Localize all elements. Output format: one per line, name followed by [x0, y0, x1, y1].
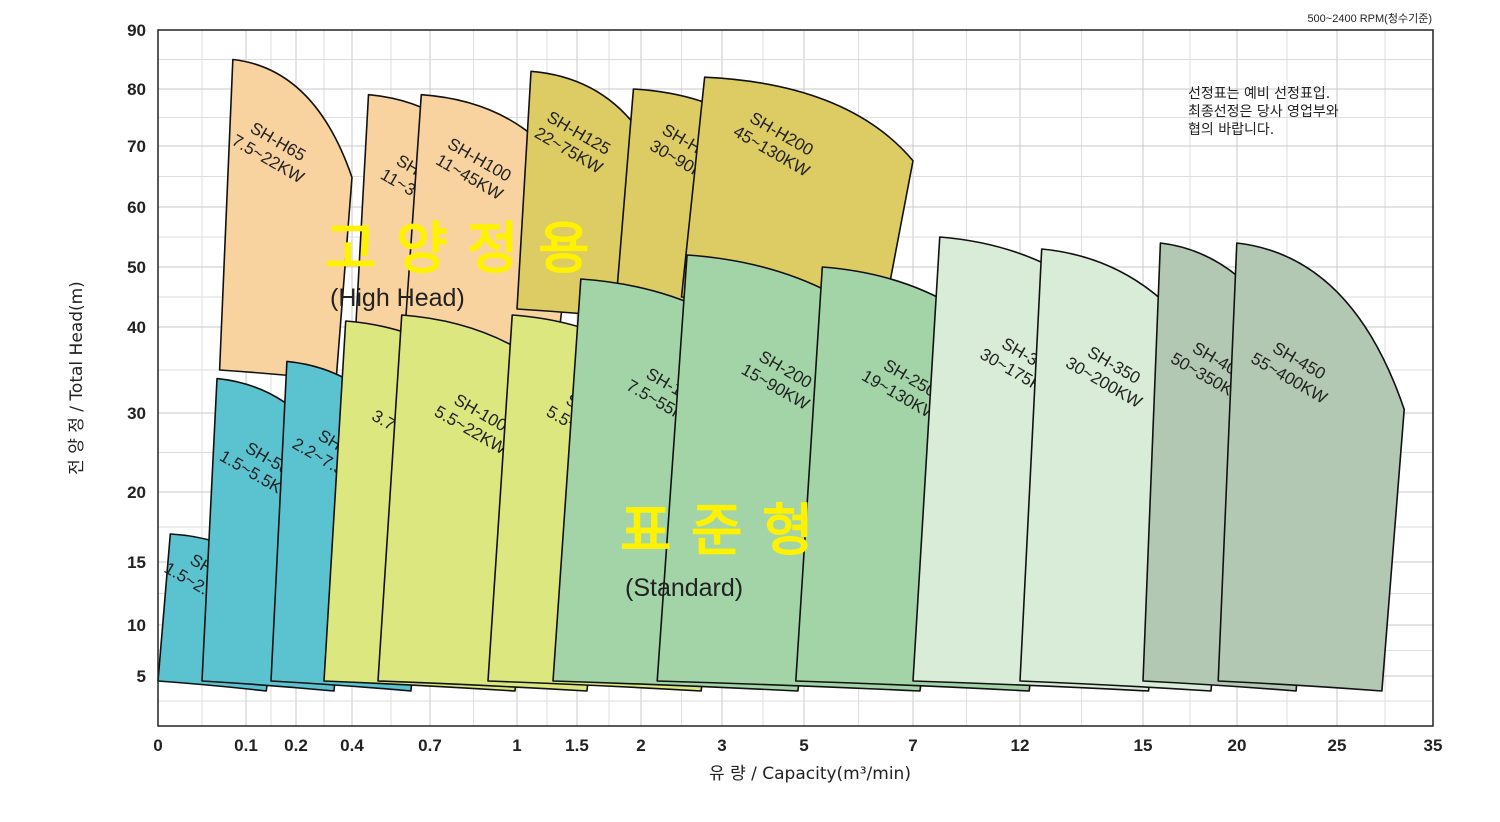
plot-frame [157, 29, 1434, 727]
rpm-note: 500~2400 RPM(청수기준) [1307, 12, 1432, 25]
selection-note-line-3: 협의 바랍니다. [1188, 122, 1274, 138]
y-tick-label: 30 [127, 404, 146, 423]
x-tick-label: 35 [1424, 736, 1443, 755]
pump-regions: SH-H657.5~22KWSH-H8011~37KWSH-H10011~45K… [157, 58, 1405, 692]
band-standard-korean: 표 준 형 [620, 499, 814, 564]
y-tick-label: 90 [127, 21, 146, 40]
y-tick-label: 15 [127, 553, 146, 572]
y-axis-title: 전 양 정 / Total Head(m) [67, 281, 87, 475]
y-tick-label: 10 [127, 616, 146, 635]
y-tick-label: 50 [127, 258, 146, 277]
x-tick-label: 1.5 [565, 736, 589, 755]
x-tick-label: 0.1 [234, 736, 258, 755]
x-tick-label: 0.2 [284, 736, 308, 755]
x-tick-label: 7 [908, 736, 917, 755]
x-tick-label: 20 [1228, 736, 1247, 755]
selection-note-line-1: 선정표는 예비 선정표입. [1188, 86, 1330, 102]
x-tick-label: 2 [636, 736, 645, 755]
selection-note-line-2: 최종선정은 당사 영업부와 [1188, 104, 1339, 120]
y-tick-label: 60 [127, 198, 146, 217]
band-high-head-korean: 고 양 정 용 [325, 217, 590, 282]
y-tick-label: 70 [127, 137, 146, 156]
x-tick-label: 0.4 [340, 736, 364, 755]
x-tick-label: 3 [717, 736, 726, 755]
x-tick-label: 1 [512, 736, 521, 755]
x-tick-label: 0.7 [418, 736, 442, 755]
y-tick-label: 20 [127, 483, 146, 502]
x-axis-title: 유 량 / Capacity(m³/min) [709, 764, 911, 784]
x-tick-label: 25 [1328, 736, 1347, 755]
region-sh-450 [1217, 242, 1405, 692]
band-standard-english: (Standard) [625, 574, 743, 602]
x-tick-label: 5 [799, 736, 808, 755]
y-tick-label: 80 [127, 80, 146, 99]
y-tick-label: 5 [137, 667, 146, 686]
x-tick-label: 15 [1134, 736, 1153, 755]
band-labels: 고 양 정 용 (High Head) 표 준 형 (Standard) [325, 217, 814, 602]
region-sh-h65 [218, 58, 353, 381]
axis-ticks: 0 0.1 0.2 0.4 0.7 1 1.5 2 3 5 7 12 15 20 25 35510152030… [127, 21, 1442, 755]
y-tick-label: 40 [127, 318, 146, 337]
x-tick-label: 12 [1011, 736, 1030, 755]
band-high-head-english: (High Head) [330, 284, 465, 312]
x-tick-label: 0 [153, 736, 162, 755]
